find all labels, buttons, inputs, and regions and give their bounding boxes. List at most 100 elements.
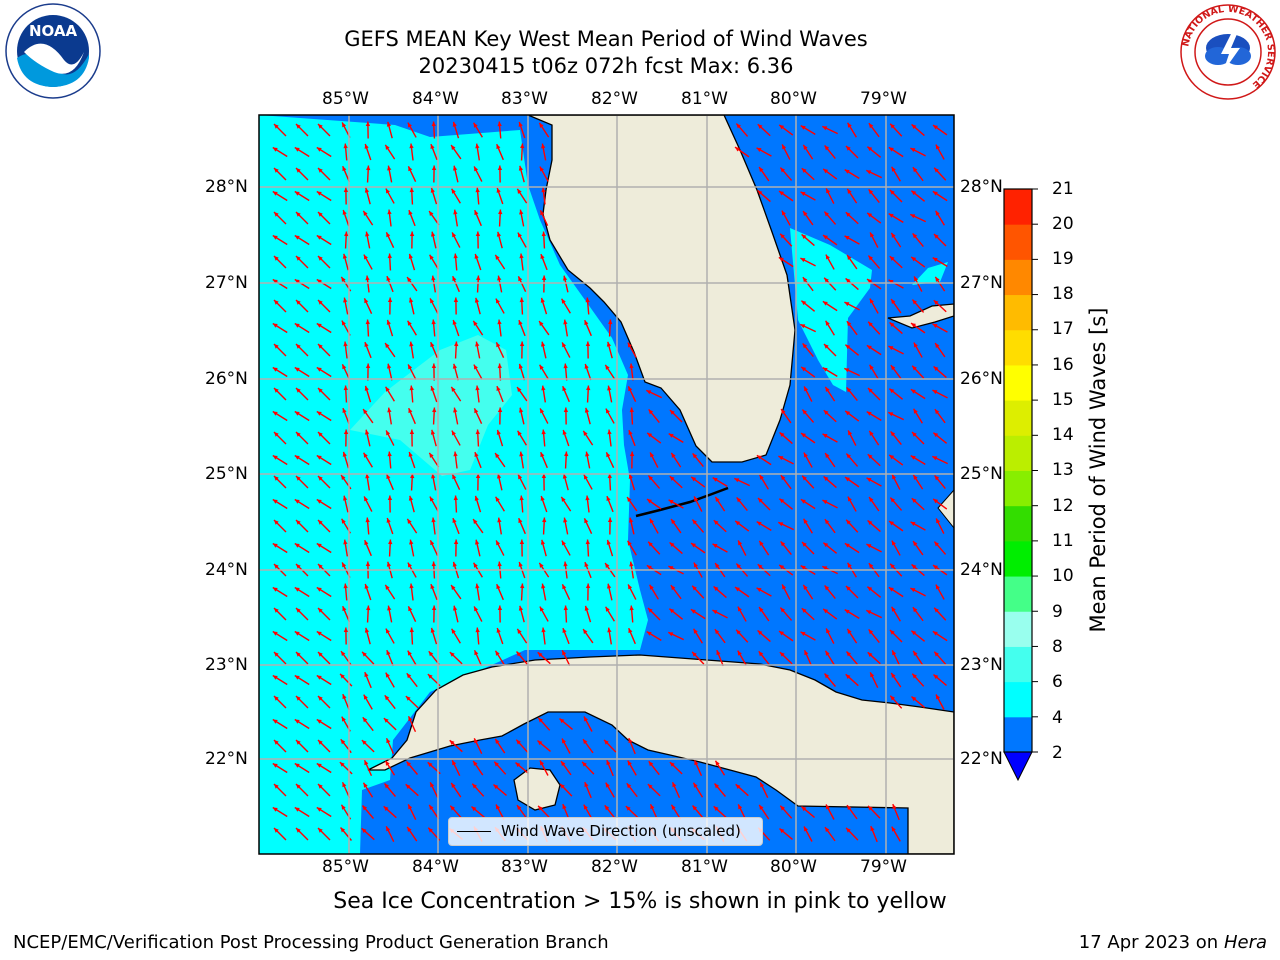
wind-wave-arrow [889, 695, 903, 709]
wind-wave-arrow [627, 584, 637, 600]
wind-wave-arrow [891, 650, 901, 666]
wind-wave-arrow [386, 275, 394, 293]
wind-wave-arrow [888, 146, 904, 158]
wind-wave-arrow [273, 739, 287, 753]
wind-wave-arrow [627, 760, 637, 776]
lat-label-right: 28°N [960, 177, 1003, 197]
wind-wave-arrow [933, 674, 947, 686]
wind-wave-arrow [476, 275, 481, 293]
wind-wave-arrow [431, 473, 437, 491]
wind-wave-arrow [822, 499, 838, 509]
wind-wave-arrow [273, 255, 287, 269]
wind-wave-arrow [583, 804, 593, 820]
wind-wave-arrow [781, 210, 791, 226]
wind-wave-arrow [475, 341, 481, 359]
wind-wave-arrow [430, 627, 438, 645]
wind-wave-arrow [670, 584, 682, 600]
lat-label-right: 26°N [960, 369, 1003, 389]
wind-wave-arrow [272, 762, 288, 774]
wind-wave-arrow [933, 541, 947, 555]
wind-wave-arrow [778, 124, 794, 136]
wind-wave-arrow [823, 343, 837, 357]
wind-wave-arrow [317, 431, 331, 445]
wind-wave-arrow [888, 586, 904, 598]
wind-wave-arrow [409, 429, 415, 447]
wind-wave-arrow [317, 255, 331, 269]
wind-wave-arrow [714, 628, 726, 644]
wind-wave-arrow [342, 253, 349, 271]
wind-wave-arrow [560, 496, 572, 512]
wind-wave-arrow [273, 431, 287, 445]
wind-wave-arrow [453, 209, 459, 227]
wind-wave-arrow [669, 475, 683, 489]
wind-wave-arrow [890, 232, 902, 248]
wind-wave-arrow [563, 407, 569, 425]
wind-wave-arrow [585, 583, 591, 601]
wind-wave-arrow [540, 297, 548, 315]
wind-wave-arrow [824, 386, 836, 402]
wind-wave-arrow [273, 519, 287, 533]
wind-wave-arrow [409, 231, 415, 249]
wind-wave-arrow [869, 298, 879, 314]
wind-wave-arrow [822, 367, 838, 377]
wind-wave-arrow [714, 783, 726, 797]
wind-wave-arrow [493, 761, 507, 775]
wind-wave-arrow [316, 498, 332, 510]
wind-wave-arrow [519, 495, 524, 513]
wind-wave-arrow [822, 234, 838, 246]
wind-wave-arrow [844, 235, 860, 245]
wind-wave-arrow [364, 583, 372, 601]
wind-wave-arrow [343, 627, 349, 645]
wind-wave-arrow [933, 233, 947, 247]
wind-wave-arrow [935, 144, 945, 160]
wind-wave-arrow [586, 385, 591, 403]
wind-wave-arrow [713, 805, 727, 819]
wind-wave-arrow [825, 188, 835, 204]
wind-wave-arrow [584, 407, 591, 425]
wind-wave-arrow [562, 627, 570, 645]
wind-wave-arrow [713, 585, 727, 599]
wind-wave-arrow [497, 605, 503, 623]
colorbar-band [1004, 611, 1032, 647]
wind-wave-arrow [516, 804, 528, 820]
wind-wave-arrow [474, 451, 482, 469]
wind-wave-arrow [495, 496, 505, 512]
lon-label-top: 81°W [681, 89, 728, 109]
wind-wave-arrow [362, 716, 374, 732]
wind-wave-arrow [825, 320, 835, 336]
wind-wave-arrow [605, 408, 615, 424]
wind-wave-arrow [870, 825, 878, 843]
wind-wave-arrow [867, 387, 881, 401]
wind-wave-arrow [407, 715, 417, 733]
wind-wave-arrow [756, 521, 772, 531]
wind-wave-arrow [452, 517, 460, 535]
wind-wave-arrow [737, 606, 747, 622]
wind-wave-arrow [273, 387, 287, 401]
wind-wave-arrow [608, 319, 613, 337]
wind-wave-arrow [935, 694, 945, 710]
wind-wave-arrow [273, 123, 287, 137]
colorbar-tick-label: 21 [1052, 179, 1074, 199]
wind-wave-arrow [627, 386, 637, 402]
wind-wave-arrow [272, 146, 288, 158]
wind-wave-arrow [866, 411, 882, 421]
wind-wave-arrow [408, 297, 415, 315]
wind-wave-arrow [384, 342, 396, 358]
wind-wave-arrow [628, 429, 636, 447]
wind-wave-arrow [494, 452, 506, 468]
wind-wave-arrow [451, 628, 461, 644]
wind-wave-arrow [520, 143, 525, 161]
wind-wave-arrow [474, 539, 481, 557]
wind-wave-arrow [693, 628, 703, 644]
wind-wave-arrow [365, 517, 370, 535]
wind-wave-arrow [801, 541, 815, 555]
wind-wave-arrow [387, 495, 393, 513]
wind-wave-arrow [431, 165, 437, 183]
wind-wave-arrow [627, 342, 637, 358]
wind-wave-arrow [472, 518, 484, 534]
wind-wave-arrow [540, 451, 548, 469]
wind-wave-arrow [295, 255, 309, 269]
wind-wave-arrow [495, 298, 505, 314]
wind-wave-arrow [272, 454, 288, 466]
footer-machine: Hera [1223, 932, 1267, 953]
